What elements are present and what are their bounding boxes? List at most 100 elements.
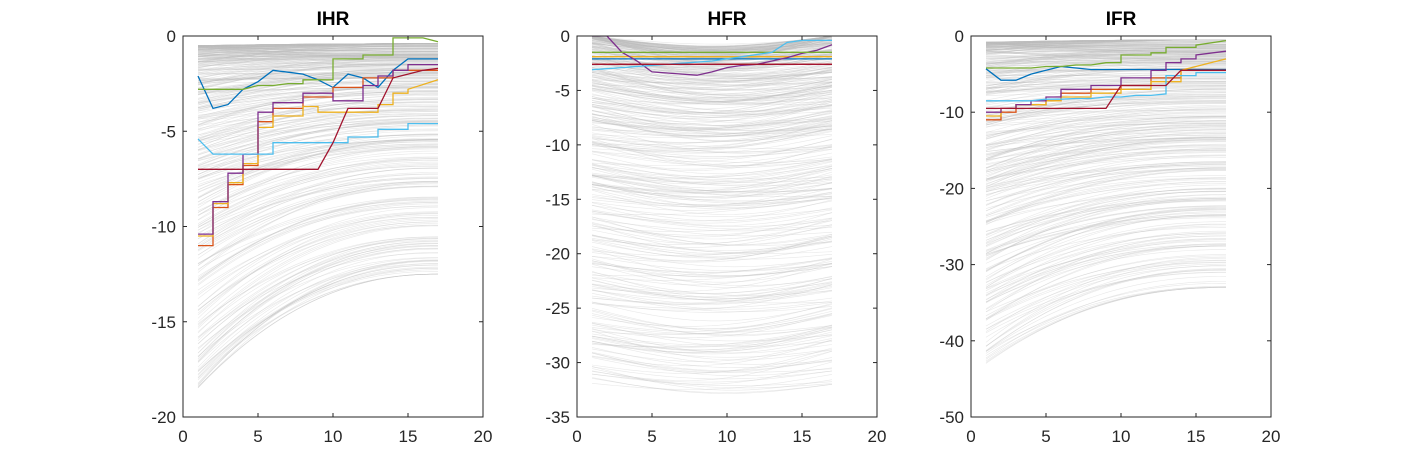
background-curve [591,91,833,114]
background-curve [591,113,833,137]
background-curve [985,109,1226,121]
background-curve [197,86,438,110]
background-curve [197,45,438,52]
background-curve [591,196,833,215]
background-curve [197,181,439,256]
background-curve [197,53,438,67]
background-curve [591,188,833,210]
background-curve [197,263,439,385]
background-curve [198,77,438,79]
background-curve [197,55,438,65]
background-curve [591,181,833,204]
series-line [986,39,1227,69]
background-curve [197,260,439,384]
background-curve [197,134,438,162]
background-curve [985,170,1226,224]
background-curve [591,273,833,296]
background-curve [591,68,833,90]
background-curve [985,125,1226,147]
background-curve [197,139,438,180]
background-curve [591,54,833,71]
background-curve [985,262,1226,321]
background-curve [197,143,439,179]
background-curve [985,129,1226,162]
background-curve [591,290,833,305]
background-curve [197,84,438,128]
background-curve [197,147,438,221]
background-curve [985,102,1226,138]
background-curve [591,175,833,200]
background-curve [591,81,833,106]
background-curve [197,139,438,172]
background-curve [198,47,438,49]
series-line [198,67,439,170]
background-curve [197,261,439,386]
background-curve [591,235,833,262]
background-curve [985,263,1227,327]
background-curve [197,43,438,55]
background-curve [985,240,1226,294]
background-curve [197,215,439,291]
background-curve [197,123,438,159]
background-curve [591,36,833,55]
background-curve [197,146,439,198]
background-curve [985,148,1226,197]
background-curve [591,165,833,192]
background-curve [591,45,833,59]
background-curve [591,204,833,226]
background-curve [591,80,833,103]
background-curve [591,97,833,114]
background-curve [197,43,438,47]
background-curve [197,55,438,58]
background-curve [591,175,833,193]
background-curve [591,216,833,246]
background-curve [591,76,833,88]
background-curve [591,62,833,84]
background-curve [197,240,439,358]
background-curve [591,36,833,53]
background-curve [985,48,1226,65]
background-curve [197,50,438,58]
background-curve [198,81,438,83]
background-curve [985,65,1226,95]
background-curve [985,118,1227,159]
background-curve [985,249,1227,303]
background-curve [591,36,833,56]
background-curve [985,101,1226,116]
x-tick-label: 0 [178,427,187,446]
background-curve [197,165,438,228]
background-curve [591,284,833,304]
background-curve [985,128,1226,146]
background-curve [197,78,438,112]
background-curve [591,47,833,64]
background-curve [591,117,833,136]
background-curve [197,121,438,166]
background-curve [985,148,1226,180]
background-curve [985,67,1226,87]
background-curve [985,45,1226,54]
background-curve [986,61,1226,63]
background-curve [985,39,1226,44]
background-curve [197,114,438,165]
background-curve [985,42,1226,46]
background-curve [197,43,438,46]
background-curve [197,57,439,79]
background-curve [591,330,833,361]
background-curve [591,377,833,394]
background-curve [985,161,1226,191]
background-curve [197,238,439,354]
background-curve [985,94,1226,119]
background-curve [985,47,1226,56]
background-curve [591,148,833,158]
subplot-hfr: HFR 0 5 10 15 20 0 -5 -10 -15 -20 -25 -30 -35 [545,9,886,446]
background-curve [197,225,439,310]
background-curve [591,374,833,390]
y-tick-label: 0 [955,27,964,46]
background-curve [591,235,833,255]
background-curve [985,208,1226,272]
background-curve [197,43,438,47]
background-curve [197,273,439,381]
background-curve [985,39,1226,45]
background-curve [985,191,1227,241]
background-curve [591,60,833,80]
